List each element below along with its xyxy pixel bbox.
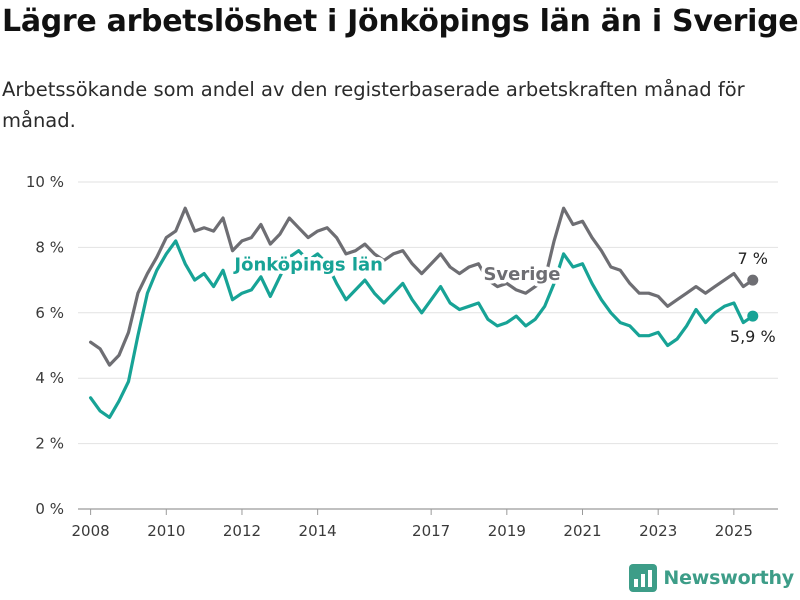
series-label-sverige: Sverige [483,264,560,285]
x-tick-label: 2023 [639,522,677,540]
endpoint-dot-jonkoping [747,310,759,322]
brand: Newsworthy [629,564,794,592]
x-tick-label: 2019 [488,522,526,540]
y-axis: 0 % 2 % 4 % 6 % 8 % 10 % [26,173,64,518]
x-tick-label: 2025 [715,522,753,540]
series-line-sverige [89,206,755,367]
newsworthy-logo-icon [629,564,658,592]
series-label-sverige-halo: Sverige [483,264,560,285]
x-tick-label: 2014 [299,522,337,540]
y-tick-label: 4 % [35,369,64,387]
chart-title: Lägre arbetslöshet i Jönköpings län än i… [2,4,799,39]
y-tick-label: 0 % [35,500,64,518]
series-lines [89,206,759,419]
y-tick-label: 2 % [35,435,64,453]
end-label-sverige: 7 % [738,249,768,268]
series-line-jonkoping [89,239,755,419]
end-label-jonkoping: 5,9 % [730,327,776,346]
x-tick-label: 2010 [147,522,185,540]
y-tick-label: 6 % [35,304,64,322]
gridlines [78,181,778,510]
line-chart: 0 % 2 % 4 % 6 % 8 % 10 % 2008 2010 2012 2014 2017… [26,173,778,540]
x-tick-label: 2012 [223,522,261,540]
x-tick-label: 2017 [412,522,450,540]
series-label-jonkoping-halo: Jönköpings län [232,254,383,275]
chart-subtitle: Arbetssökande som andel av den registerb… [2,78,745,132]
x-tick-label: 2021 [563,522,601,540]
brand-name: Newsworthy [663,567,794,589]
series-label-jonkoping: Jönköpings län [232,254,383,275]
y-tick-label: 8 % [35,238,64,256]
y-tick-label: 10 % [26,173,64,191]
endpoint-dot-sverige [747,274,759,286]
x-tick-label: 2008 [72,522,110,540]
x-axis: 2008 2010 2012 2014 2017 2019 2021 2023 2025 [72,509,753,540]
